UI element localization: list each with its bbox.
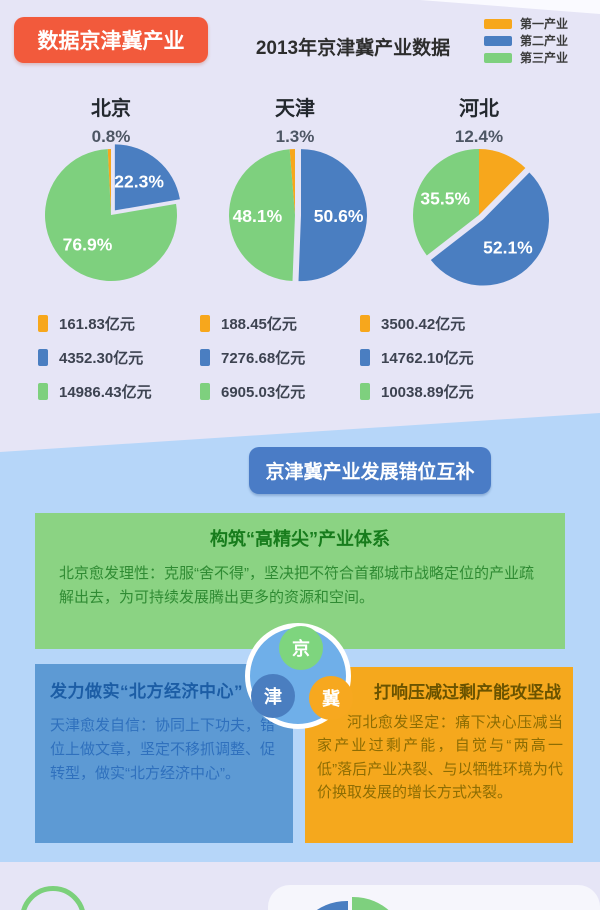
hebei-strategy-body: 河北愈发坚定：痛下决心压减当家产业过剩产能，自觉与“两高一低”落后产业决裂、与以… — [317, 714, 563, 801]
pie-slice-第二产业 — [114, 144, 180, 211]
legend-swatch — [484, 35, 512, 46]
pie-slice-第三产业 — [413, 149, 479, 256]
pie-primary-pct-label: 0.8% — [91, 127, 131, 146]
value-item-北京-第二产业: 4352.30亿元 — [38, 347, 143, 368]
bottom-card-peek — [268, 885, 600, 910]
legend-item-1: 第二产业 — [484, 32, 568, 49]
value-text: 7276.68亿元 — [221, 350, 306, 367]
legend: 第一产业第二产业第三产业 — [484, 15, 568, 66]
venn-label-jin: 津 — [264, 687, 282, 707]
pie-slice-pct-label: 76.9% — [63, 234, 113, 254]
pie-slice-pct-label: 48.1% — [233, 206, 283, 226]
legend-swatch — [484, 52, 512, 63]
pie-slice-第三产业 — [228, 149, 295, 281]
value-swatch — [360, 315, 370, 332]
legend-label: 第三产业 — [520, 51, 569, 65]
value-text: 3500.42亿元 — [381, 316, 466, 333]
legend-label: 第一产业 — [520, 17, 569, 31]
value-text: 6905.03亿元 — [221, 384, 306, 401]
value-swatch — [38, 315, 48, 332]
top-right-wedge-decoration — [420, 0, 600, 14]
pie-city-title: 北京 — [91, 98, 131, 120]
value-swatch — [38, 349, 48, 366]
legend-item-2: 第三产业 — [484, 49, 568, 66]
pie-slice-第一产业 — [479, 149, 526, 215]
section-banner: 京津冀产业发展错位互补 — [249, 447, 491, 494]
venn-circle-jin: 津 — [251, 674, 295, 718]
beijing-strategy-title: 构筑“高精尖”产业体系 — [210, 529, 390, 549]
value-item-河北-第三产业: 10038.89亿元 — [360, 381, 474, 402]
value-text: 14986.43亿元 — [59, 384, 152, 401]
value-swatch — [360, 383, 370, 400]
pie-slice-第三产业 — [44, 149, 177, 281]
pie-column-0: 北京 0.8% 22.3% 76.9% — [20, 92, 202, 304]
venn-label-ji: 冀 — [322, 689, 340, 709]
pie-column-2: 河北 12.4% 52.1% 35.5% — [388, 92, 570, 304]
pie-slice-第一产业 — [289, 149, 295, 215]
venn-label-jing: 京 — [292, 639, 310, 659]
pie-chart-svg: 50.6% 48.1% — [228, 149, 367, 282]
value-item-天津-第二产业: 7276.68亿元 — [200, 347, 305, 368]
value-item-河北-第二产业: 14762.10亿元 — [360, 347, 474, 368]
value-item-天津-第一产业: 188.45亿元 — [200, 313, 297, 334]
pie-slice-第二产业 — [430, 172, 549, 286]
pie-column-1: 天津 1.3% 50.6% 48.1% — [204, 92, 386, 304]
pie-slice-第二产业 — [298, 149, 367, 282]
legend-swatch — [484, 18, 512, 29]
legend-item-0: 第一产业 — [484, 15, 568, 32]
venn-circle-ji: 冀 — [309, 676, 353, 720]
pie-primary-pct-label: 12.4% — [454, 127, 504, 146]
tianjin-strategy-body: 天津愈发自信：协同上下功夫，错位上做文章，坚定不移抓调整、促转型，做实“北方经济… — [50, 717, 276, 782]
pie-city-title: 河北 — [459, 98, 499, 120]
value-text: 4352.30亿元 — [59, 350, 144, 367]
pie-slice-pct-label: 50.6% — [314, 206, 364, 226]
bottom-ring-decoration — [20, 886, 86, 910]
legend-label: 第二产业 — [520, 34, 569, 48]
value-item-天津-第三产业: 6905.03亿元 — [200, 381, 305, 402]
value-swatch — [200, 383, 210, 400]
pie-slice-pct-label: 52.1% — [483, 238, 533, 258]
value-swatch — [38, 383, 48, 400]
hebei-strategy-title: 打响压减过剩产能攻坚战 — [374, 683, 561, 702]
pie-chart-svg: 22.3% 76.9% — [44, 144, 180, 281]
value-text: 14762.10亿元 — [381, 350, 474, 367]
pie-city-title: 天津 — [275, 98, 315, 120]
pie-slice-第一产业 — [107, 149, 111, 215]
page-title: 2013年京津冀产业数据 — [255, 38, 451, 59]
header-badge: 数据京津冀产业 — [14, 17, 208, 63]
value-text: 10038.89亿元 — [381, 384, 474, 401]
header-badge-label: 数据京津冀产业 — [37, 30, 185, 53]
tianjin-strategy-title: 发力做实“北方经济中心” — [50, 682, 243, 701]
value-text: 188.45亿元 — [221, 316, 297, 333]
value-item-北京-第三产业: 14986.43亿元 — [38, 381, 152, 402]
value-swatch — [200, 315, 210, 332]
value-swatch — [200, 349, 210, 366]
value-item-北京-第一产业: 161.83亿元 — [38, 313, 135, 334]
pie-slice-pct-label: 22.3% — [114, 172, 164, 192]
pie-primary-pct-label: 1.3% — [275, 127, 315, 146]
venn-circle-jing: 京 — [279, 626, 323, 670]
value-text: 161.83亿元 — [59, 316, 135, 333]
beijing-strategy-body: 北京愈发理性：克服“舍不得”，坚决把不符合首都城市战略定位的产业疏解出去，为可持… — [59, 565, 534, 607]
pie-chart-svg: 52.1% 35.5% — [413, 149, 549, 286]
pie-slice-pct-label: 35.5% — [420, 188, 470, 208]
section-banner-label: 京津冀产业发展错位互补 — [265, 462, 475, 483]
value-item-河北-第一产业: 3500.42亿元 — [360, 313, 465, 334]
value-swatch — [360, 349, 370, 366]
